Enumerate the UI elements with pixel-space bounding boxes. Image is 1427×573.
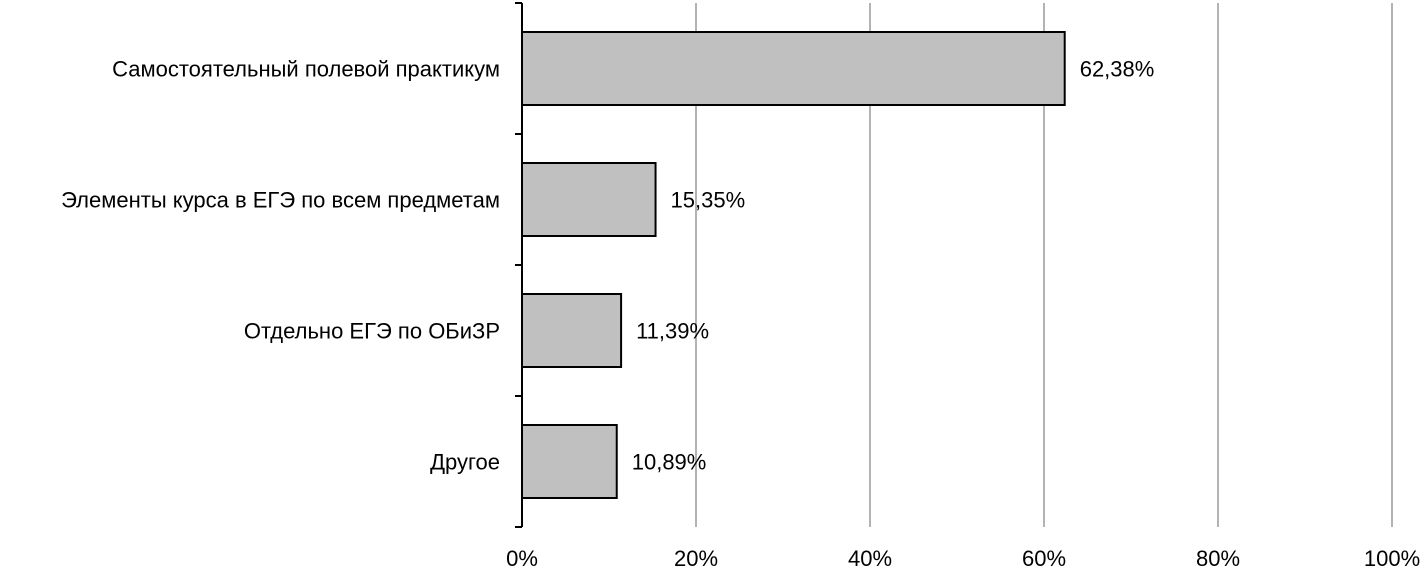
category-label-1: Самостоятельный полевой практикум xyxy=(112,57,500,82)
labels: 62,38% Самостоятельный полевой практикум 1… xyxy=(61,57,1420,572)
bar-4 xyxy=(521,424,618,499)
category-label-2: Элементы курса в ЕГЭ по всем предметам xyxy=(61,188,500,213)
value-label-1: 62,38% xyxy=(1080,57,1155,82)
bar-2 xyxy=(521,162,657,237)
x-tick-label-0: 0% xyxy=(506,546,538,571)
value-label-2: 15,35% xyxy=(671,188,746,213)
bars xyxy=(521,31,1066,499)
value-label-3: 11,39% xyxy=(636,319,709,344)
bar-3 xyxy=(521,293,623,368)
value-label-4: 10,89% xyxy=(632,450,707,475)
x-tick-label-20: 20% xyxy=(674,546,718,571)
axes xyxy=(515,2,523,528)
category-label-3: Отдельно ЕГЭ по ОБиЗР xyxy=(244,319,500,344)
x-tick-label-80: 80% xyxy=(1196,546,1240,571)
x-tick-label-100: 100% xyxy=(1364,546,1420,571)
category-label-4: Другое xyxy=(430,450,500,475)
x-tick-label-40: 40% xyxy=(848,546,892,571)
x-tick-label-60: 60% xyxy=(1022,546,1066,571)
bar-1 xyxy=(521,31,1066,106)
